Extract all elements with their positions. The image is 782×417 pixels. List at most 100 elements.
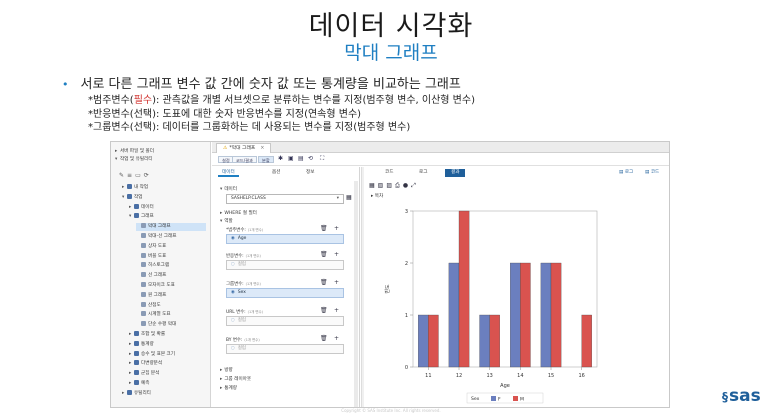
pane-splitter[interactable] [361, 167, 364, 407]
pdf-icon[interactable]: ▧ [377, 182, 387, 189]
close-icon[interactable]: × [260, 146, 265, 151]
group-variable-field[interactable]: ◉ Sex [226, 288, 344, 298]
html-icon[interactable]: ▦ [369, 182, 378, 189]
code-button[interactable]: ▤ 코드 [645, 170, 660, 175]
by-variable-field[interactable]: ◌ 컬럼 [226, 344, 344, 354]
tab-results[interactable]: 결과 [445, 169, 466, 177]
tab-options[interactable]: 옵션 [272, 170, 281, 175]
caret-down-icon[interactable]: ▾ [115, 157, 118, 162]
nav-item[interactable]: 단순 수평 막대 [136, 321, 176, 329]
dataset-select[interactable]: SASHELP.CLASS ▾ [226, 194, 344, 204]
nav-item[interactable]: 히스토그램 [136, 262, 169, 270]
nav-item[interactable]: 상자 도표 [136, 242, 166, 251]
section-roles[interactable]: ▾ 역할 [220, 219, 233, 224]
navigation-pane: ✎≡▭⟳ ▸ 서버 파일 및 폴더 ▾ 작업 및 유틸리티 ▸ 내 작업 ▾ 작업 ▸ 데이터 ▾ 그래… [111, 142, 211, 407]
nav-item[interactable]: 버블 도표 [136, 252, 166, 261]
refresh-icon[interactable]: ⟳ [143, 172, 152, 179]
category-variable-field[interactable]: ◉ Age [226, 234, 344, 244]
tab-code[interactable]: 코드 [385, 170, 394, 175]
save-icon[interactable]: ▣ [288, 155, 294, 162]
nav-item[interactable]: ▸ 내 작업 [122, 184, 149, 190]
nav-item[interactable]: ▾ 작업 [122, 193, 143, 200]
section-group-layout[interactable]: ▸ 그룹 레이아웃 [220, 377, 252, 382]
add-icon[interactable]: + [334, 225, 340, 232]
options-scrollbar[interactable] [354, 181, 358, 407]
caret-right-icon[interactable]: ▸ [129, 381, 132, 386]
tab-information[interactable]: 정보 [306, 170, 315, 175]
nav-item[interactable]: ▾ 그래프 [129, 213, 154, 220]
results-panel: 코드 로그 결과 ▤ 로그 ▤ 코드 ▦▧▨⎙●⤢ ▸ 목차 0 1 2 3 빈도 11 1… [365, 167, 669, 407]
nav-item[interactable]: 선 그래프 [136, 272, 166, 280]
caret-right-icon[interactable]: ▸ [122, 185, 125, 190]
nav-item[interactable]: ▸ 통계량 [129, 340, 154, 347]
view-code-results-button[interactable]: 코드/결과 [232, 156, 257, 163]
nav-item[interactable]: ▸ 예측 [129, 380, 150, 386]
add-icon[interactable]: + [334, 251, 340, 258]
caret-down-icon[interactable]: ▾ [129, 214, 132, 220]
properties-icon[interactable]: ≡ [127, 172, 136, 179]
caret-right-icon[interactable]: ▸ [115, 149, 118, 154]
reset-icon[interactable]: ⟲ [308, 155, 314, 162]
delete-icon[interactable]: 🗑 [320, 335, 328, 342]
nav-item[interactable]: 산점도 [136, 301, 161, 310]
url-variable-field[interactable]: ◌ 컬럼 [226, 316, 344, 326]
nav-item[interactable]: ▸ 승수 및 표본 크기 [129, 350, 175, 357]
bullet-dot-icon: • [62, 78, 69, 91]
caret-right-icon[interactable]: ▸ [122, 390, 125, 396]
tab-log[interactable]: 로그 [419, 170, 428, 175]
delete-icon[interactable]: 🗑 [320, 307, 328, 314]
log-button[interactable]: ▤ 로그 [619, 170, 634, 175]
nav-item[interactable]: 원 그래프 [136, 291, 166, 300]
legend-swatch-m [513, 396, 518, 401]
expand-icon[interactable]: ⤢ [411, 182, 419, 189]
caret-right-icon[interactable]: ▸ [129, 341, 132, 347]
section-where-filter[interactable]: ▸ WHERE 절 필터 [220, 211, 257, 216]
print-icon[interactable]: ⎙ [395, 182, 403, 189]
add-icon[interactable]: + [334, 307, 340, 314]
copyright-footer: Copyright © SAS Institute Inc. All right… [341, 408, 441, 413]
caret-right-icon[interactable]: ▸ [129, 361, 132, 367]
view-split-button[interactable]: 분할 [258, 156, 274, 163]
section-statistics[interactable]: ▸ 통계량 [220, 386, 237, 391]
nav-item[interactable]: 시계열 도표 [136, 311, 171, 319]
maximize-icon[interactable]: ⛶ [320, 155, 325, 162]
nav-item[interactable]: ▸ 조합 및 확률 [129, 331, 166, 337]
y-axis-label: 빈도 [384, 284, 391, 294]
caret-right-icon[interactable]: ▸ [129, 351, 132, 357]
nav-item[interactable]: 모자이크 도표 [136, 282, 175, 290]
delete-icon[interactable]: 🗑 [320, 279, 328, 286]
nav-item[interactable]: ▾ 작업 및 유틸리티 [115, 157, 153, 162]
caret-right-icon[interactable]: ▸ [129, 204, 132, 210]
nav-item[interactable]: ▸ 군집 분석 [129, 370, 160, 377]
caret-right-icon[interactable]: ▸ [129, 371, 132, 377]
add-icon[interactable]: + [334, 335, 340, 342]
table-of-contents-toggle[interactable]: ▸ 목차 [371, 194, 384, 199]
y-tick-label: 2 [405, 261, 408, 267]
new-icon[interactable]: ✎ [119, 172, 128, 179]
save-as-icon[interactable]: ▤ [298, 155, 304, 162]
table-select-icon[interactable]: ▦ [346, 194, 352, 201]
caret-down-icon[interactable]: ▾ [122, 194, 125, 200]
nav-item[interactable]: 막대 그래프 [136, 223, 206, 232]
delete-icon[interactable]: 🗑 [320, 251, 328, 258]
rtf-icon[interactable]: ▨ [386, 182, 396, 189]
caret-right-icon[interactable]: ▸ [129, 332, 132, 337]
nav-item[interactable]: ▸ 서버 파일 및 폴더 [115, 149, 154, 154]
user-icon[interactable]: ● [402, 182, 412, 189]
nav-item[interactable]: ▸ 다변량분석 [129, 360, 163, 367]
nav-item[interactable]: ▸ 유틸리티 [122, 389, 151, 396]
tab-bar-chart-task[interactable]: ⚠ *막대 그래프 × [216, 143, 272, 153]
section-data[interactable]: ▾ 데이터 [220, 187, 237, 192]
run-icon[interactable]: ✱ [278, 155, 284, 162]
section-orientation[interactable]: ▸ 방향 [220, 368, 233, 373]
nav-item[interactable]: ▸ 데이터 [129, 203, 154, 210]
response-variable-field[interactable]: ◌ 컬럼 [226, 260, 344, 270]
bar-m-14 [520, 262, 531, 368]
bar-m-12 [458, 210, 470, 368]
folder-icon [134, 360, 139, 366]
nav-item[interactable]: 막대-선 그래프 [136, 233, 176, 241]
delete-icon[interactable]: 🗑 [320, 225, 328, 232]
add-icon[interactable]: + [334, 279, 340, 286]
folder-icon[interactable]: ▭ [135, 172, 144, 179]
tab-data[interactable]: 데이터 [218, 169, 239, 177]
